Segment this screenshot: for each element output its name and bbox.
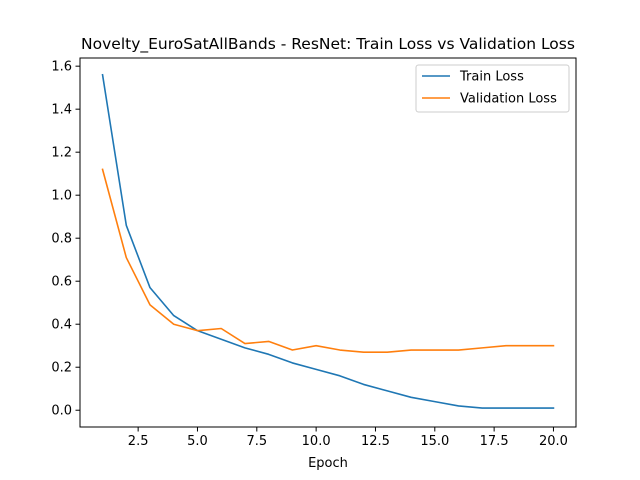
y-tick-label: 0.0	[51, 404, 72, 419]
x-axis: 2.5 5.0 7.5 10.0 12.5 15.0 17.5 20.0	[128, 427, 568, 449]
chart-title: Novelty_EuroSatAllBands - ResNet: Train …	[81, 35, 575, 54]
legend-label: Train Loss	[459, 70, 524, 85]
y-tick-label: 1.4	[51, 103, 72, 118]
legend-label: Validation Loss	[460, 92, 557, 107]
series-line-validation-loss	[101, 168, 555, 353]
y-tick-label: 0.2	[51, 361, 72, 376]
y-tick-label: 0.6	[51, 275, 72, 290]
y-tick-label: 1.0	[51, 189, 72, 204]
legend-box	[415, 64, 570, 113]
x-axis-label: Epoch	[308, 456, 348, 471]
x-tick-label: 5.0	[187, 434, 208, 449]
x-tick-label: 12.5	[361, 434, 390, 449]
y-tick-label: 0.8	[51, 232, 72, 247]
x-tick-label: 10.0	[302, 434, 331, 449]
axes-frame	[79, 57, 577, 428]
y-axis: 0.0 0.2 0.4 0.6 0.8 1.0 1.2 1.4 1.6	[51, 60, 80, 419]
y-tick-label: 1.2	[51, 146, 72, 161]
x-tick-label: 17.5	[480, 434, 509, 449]
x-tick-label: 7.5	[246, 434, 267, 449]
x-tick-label: 20.0	[539, 434, 568, 449]
y-tick-label: 0.4	[51, 318, 72, 333]
legend: Train Loss Validation Loss	[415, 64, 570, 113]
series-layer	[101, 73, 555, 409]
x-tick-label: 2.5	[128, 434, 149, 449]
x-tick-label: 15.0	[420, 434, 449, 449]
series-line-train-loss	[101, 73, 555, 409]
y-tick-label: 1.6	[51, 60, 72, 75]
